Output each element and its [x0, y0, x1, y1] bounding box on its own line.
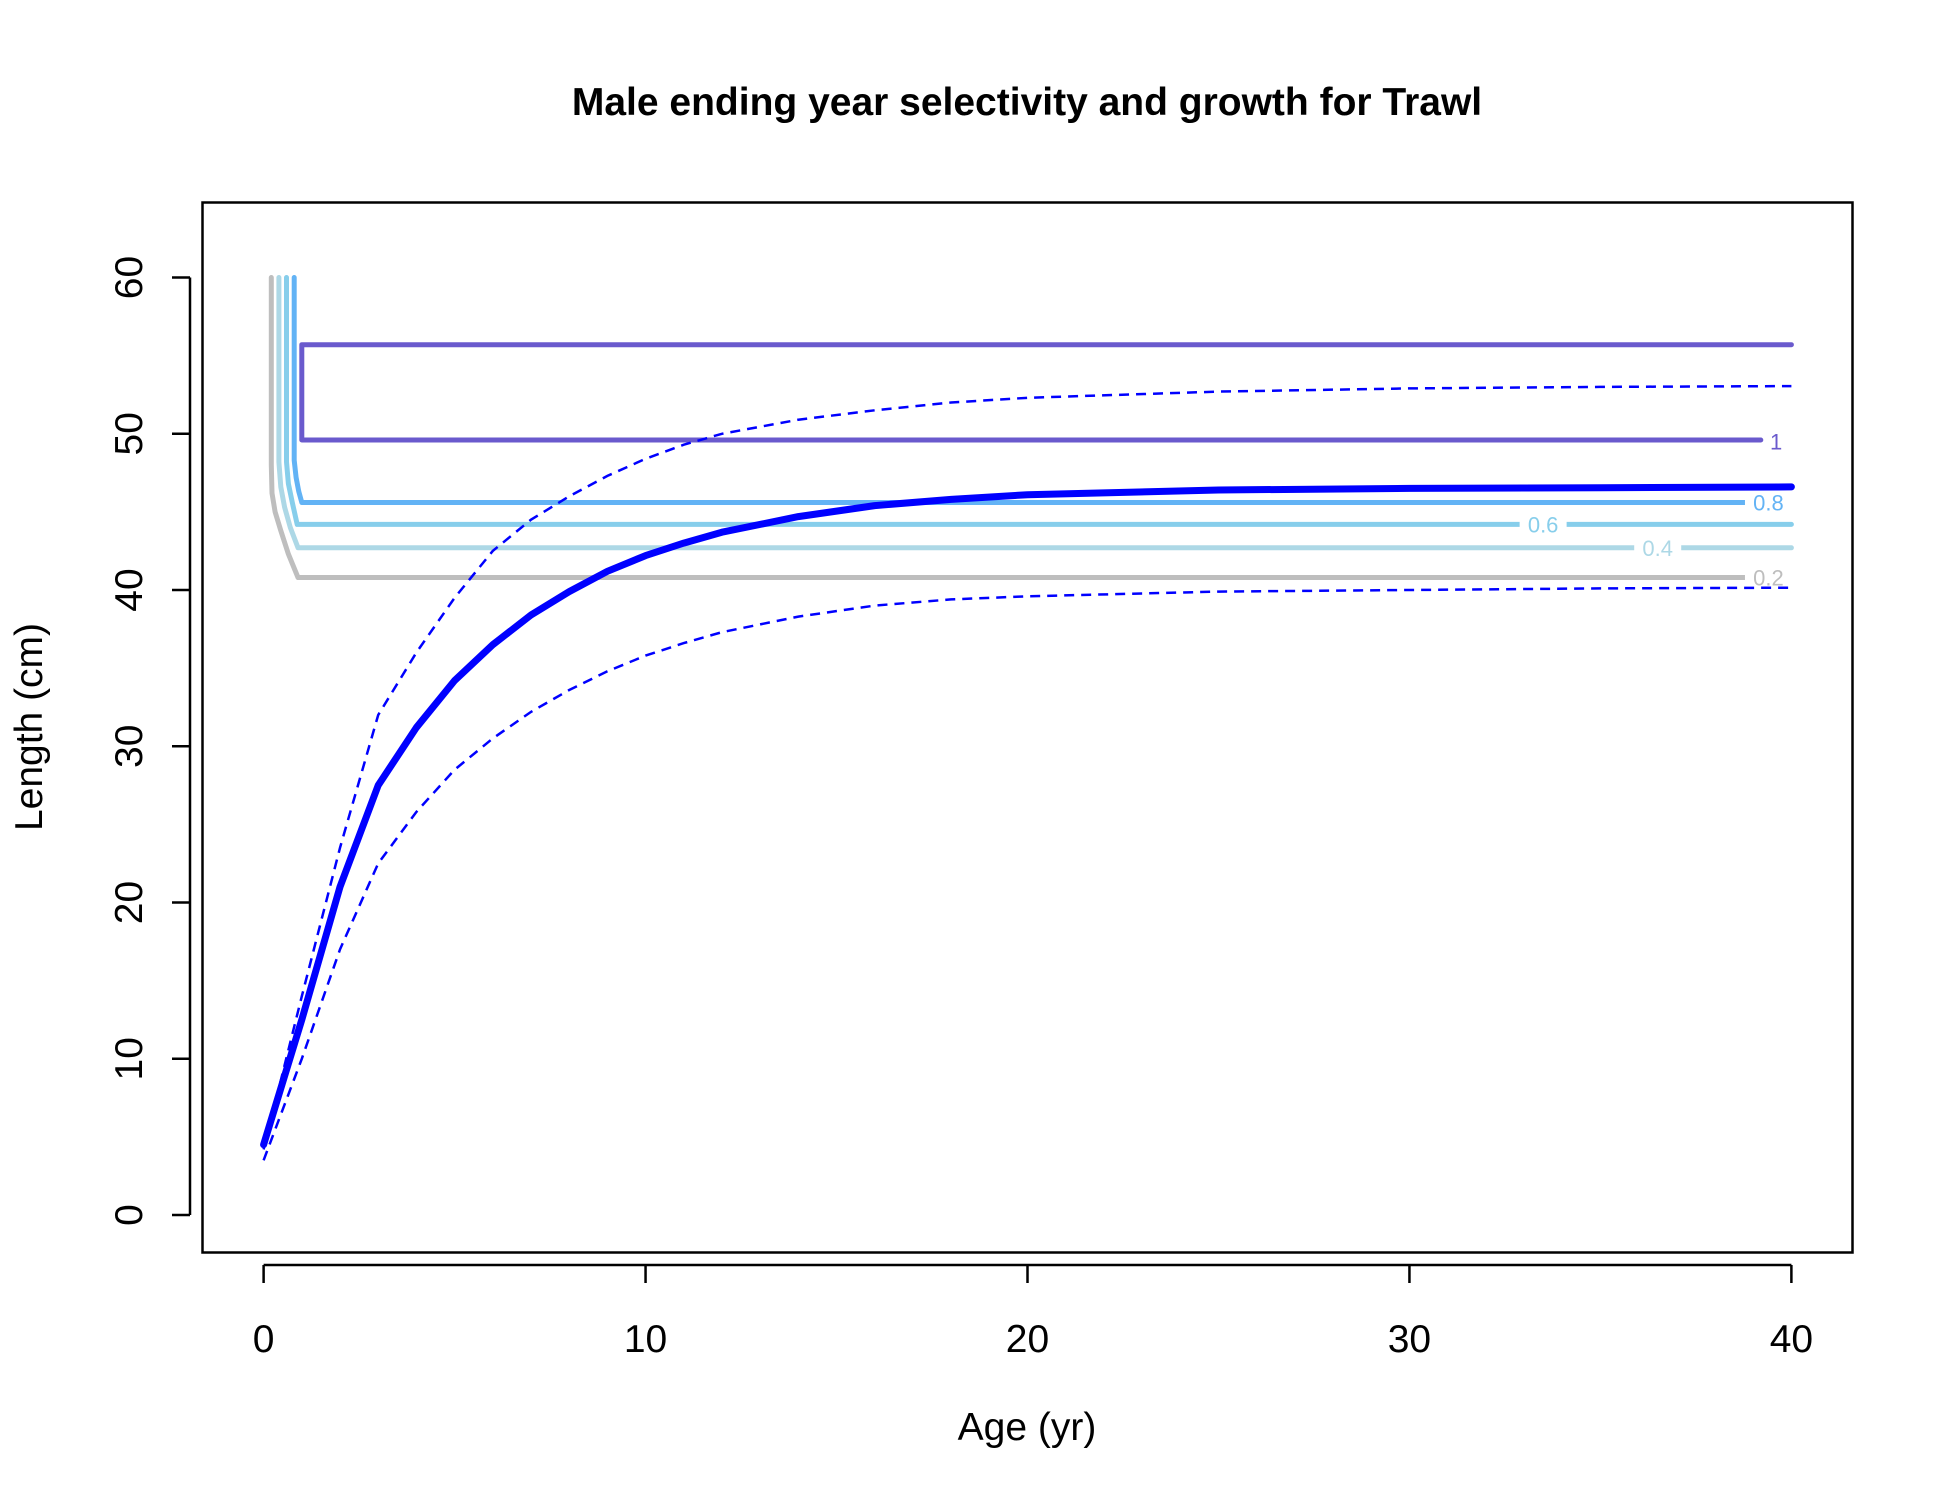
contour-label-gap-0-2 [1744, 565, 1792, 590]
y-axis-label: Length (cm) [8, 623, 51, 831]
selectivity-contours: 0.2 0.4 0.6 0.8 1 [268, 275, 1794, 591]
selectivity-contour-0-4 [276, 275, 1794, 551]
chart-title: Male ending year selectivity and growth … [572, 81, 1482, 124]
selectivity-contour-0-2 [268, 275, 1749, 580]
contour-label-gap-0-8 [1744, 490, 1792, 515]
growth-lower-bound-line [262, 586, 1792, 1161]
selectivity-contour-0-6 [284, 275, 1794, 527]
contour-label-0-6: 0.6 [1528, 512, 1559, 537]
axes: 0 10 20 30 40 0 10 20 30 40 50 60 [108, 256, 1813, 1361]
contour-label-0-8: 0.8 [1753, 491, 1784, 516]
selectivity-contour-1 [299, 342, 1794, 443]
y-tick-label-30: 30 [108, 725, 151, 768]
x-tick-label-30: 30 [1388, 1318, 1431, 1361]
y-tick-label-0: 0 [108, 1204, 151, 1226]
y-tick-label-10: 10 [108, 1037, 151, 1080]
growth-curves [260, 384, 1795, 1161]
y-tick-label-20: 20 [108, 881, 151, 924]
x-tick-label-0: 0 [253, 1318, 275, 1361]
contour-label-gap-0-4 [1634, 535, 1682, 560]
growth-mean-line [260, 483, 1795, 1149]
x-axis-label: Age (yr) [958, 1406, 1097, 1449]
y-tick-label-60: 60 [108, 256, 151, 299]
contour-label-0-4: 0.4 [1642, 536, 1673, 561]
selectivity-contour-0-8 [291, 275, 1749, 505]
y-tick-label-40: 40 [108, 568, 151, 611]
contour-label-gap-0-6 [1519, 512, 1567, 537]
x-tick-label-40: 40 [1770, 1318, 1813, 1361]
plot-frame [201, 201, 1854, 1254]
growth-upper-bound-line [262, 384, 1792, 1150]
contour-label-0-2: 0.2 [1753, 566, 1784, 591]
contour-label-1: 1 [1770, 430, 1782, 455]
x-tick-label-10: 10 [624, 1318, 667, 1361]
contour-label-gap-1 [1765, 429, 1787, 454]
y-tick-label-50: 50 [108, 412, 151, 455]
x-tick-label-20: 20 [1006, 1318, 1049, 1361]
